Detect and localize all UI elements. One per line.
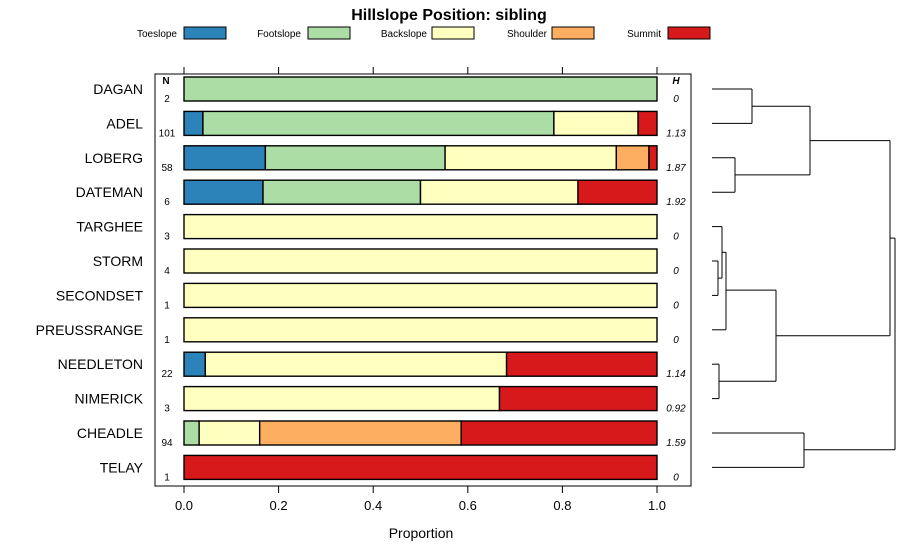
h-values: 0 1.13 1.87 1.92 0 0 0 0 1.14 0.92 1.59 0 [666, 94, 686, 483]
row-label: NIMERICK [75, 391, 144, 407]
bar-segment [258, 420, 462, 446]
legend-swatch [667, 26, 711, 40]
row-label: PREUSSRANGE [36, 322, 143, 338]
bar-segment [183, 179, 264, 205]
n-value: 2 [164, 94, 170, 105]
n-value: 22 [161, 369, 173, 380]
h-value: 0 [673, 335, 679, 346]
bar-segment [648, 145, 658, 171]
bar-segment [198, 420, 261, 446]
bar-segment [444, 145, 618, 171]
row-label: CHEADLE [77, 425, 143, 441]
x-tick-label: 0.2 [270, 498, 288, 513]
row-label: SECONDSET [56, 287, 144, 303]
bar-segment [183, 110, 204, 137]
h-value: 0 [673, 300, 679, 311]
plot-panel [154, 73, 692, 487]
row-labels: DAGAN ADEL LOBERG DATEMAN TARGHEE STORM SECOND… [36, 81, 144, 475]
n-value: 94 [161, 438, 173, 449]
legend-label: Summit [627, 29, 661, 40]
n-value: 1 [164, 335, 170, 346]
bar-segment [183, 76, 658, 102]
x-tick-label: 0.8 [553, 498, 571, 513]
n-value: 58 [161, 163, 173, 174]
h-value: 1.59 [666, 438, 686, 449]
legend-swatch [183, 26, 227, 40]
legend-swatch [551, 26, 595, 40]
x-tick-label: 0.4 [364, 498, 382, 513]
n-value: 101 [159, 128, 176, 139]
row-label: ADEL [106, 115, 143, 131]
bar-segment [262, 179, 422, 205]
bar-segment [577, 179, 658, 205]
x-axis: 0.0 0.2 0.4 0.6 0.8 1.0 [175, 67, 666, 513]
x-axis-label: Proportion [389, 525, 454, 541]
row-label: LOBERG [85, 150, 143, 166]
h-value: 1.14 [666, 369, 686, 380]
row-label: STORM [93, 253, 143, 269]
h-column-header: H [672, 76, 680, 87]
n-value: 1 [164, 472, 170, 483]
h-value: 0 [673, 232, 679, 243]
legend-swatch [431, 26, 475, 40]
bar-segment [505, 351, 658, 377]
h-value: 0 [673, 472, 679, 483]
bar-segment [183, 248, 658, 274]
bar-segment [637, 110, 658, 137]
bar-segment [183, 282, 658, 309]
row-label: DATEMAN [76, 184, 143, 200]
n-value: 6 [164, 197, 170, 208]
legend-label: Footslope [257, 29, 301, 40]
legend-label: Backslope [381, 29, 428, 40]
n-value: 1 [164, 300, 170, 311]
legend-swatch [307, 26, 351, 40]
bar-segment [183, 454, 658, 481]
row-label: TARGHEE [76, 219, 143, 235]
bar-segment [460, 420, 658, 446]
h-value: 0.92 [666, 404, 686, 415]
bar-segment [419, 179, 579, 205]
legend-label: Toeslope [137, 29, 177, 40]
legend-label: Shoulder [507, 29, 548, 40]
n-value: 3 [164, 232, 170, 243]
bar-segment [183, 317, 658, 343]
h-value: 1.87 [666, 163, 686, 174]
n-value: 3 [164, 404, 170, 415]
x-tick-label: 1.0 [648, 498, 666, 513]
row-label: DAGAN [93, 81, 143, 97]
dendrogram [712, 88, 896, 468]
bar-segment [183, 213, 658, 240]
bar-segment [183, 145, 267, 171]
bar-segment [264, 145, 446, 171]
h-value: 0 [673, 94, 679, 105]
bar-segment [183, 420, 200, 446]
n-column-header: N [162, 76, 169, 87]
x-tick-label: 0.0 [175, 498, 193, 513]
legend: Toeslope Footslope Backslope Shoulder Summit [137, 26, 711, 40]
bar-segment [498, 385, 658, 412]
chart-title: Hillslope Position: sibling [351, 7, 547, 24]
h-value: 1.13 [666, 128, 686, 139]
h-value: 0 [673, 266, 679, 277]
bar-segment [183, 385, 501, 412]
bar-segment [553, 110, 639, 137]
bar-segment [204, 351, 508, 377]
bar-segment [183, 351, 206, 377]
h-value: 1.92 [666, 197, 686, 208]
bar-segment [202, 110, 555, 137]
bar-segment [615, 145, 650, 171]
x-tick-label: 0.6 [459, 498, 477, 513]
n-values: 2 101 58 6 3 4 1 1 22 3 94 1 [159, 94, 176, 483]
n-value: 4 [164, 266, 170, 277]
bars-group [183, 76, 658, 481]
row-label: NEEDLETON [58, 356, 143, 372]
row-label: TELAY [100, 459, 144, 475]
